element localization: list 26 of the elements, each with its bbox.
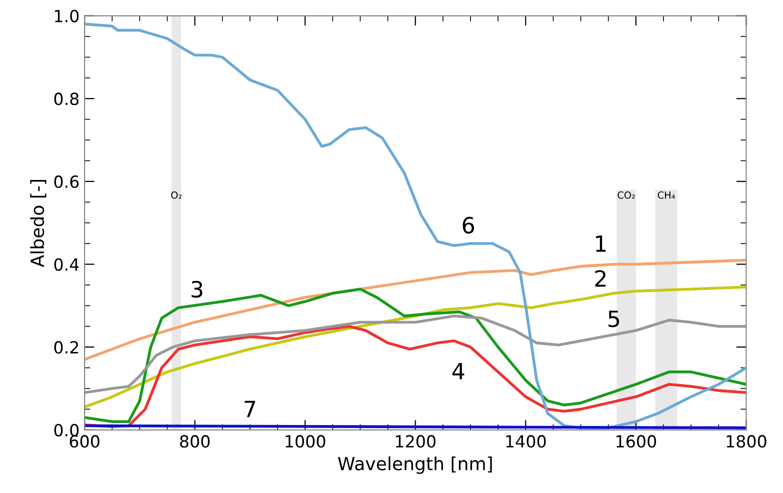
x-axis-title: Wavelength [nm] <box>338 456 492 474</box>
x-tick-label: 1800 <box>726 435 766 448</box>
x-tick-label: 1600 <box>616 435 656 448</box>
line-series <box>84 258 746 361</box>
y-tick-label: 0.4 <box>54 258 79 271</box>
band-label: CH₄ <box>658 191 675 199</box>
y-tick-label: 0.6 <box>54 175 79 188</box>
series-label: 7 <box>244 400 256 418</box>
series-label: 5 <box>608 310 619 328</box>
band-label: O₂ <box>171 191 182 199</box>
x-tick-label: 1200 <box>396 435 436 448</box>
y-tick-label: 0.0 <box>54 424 79 436</box>
x-tick-label: 600 <box>70 435 100 448</box>
series-label: 6 <box>462 216 474 234</box>
y-tick-label: 0.8 <box>54 92 79 106</box>
series-label: 2 <box>595 270 606 287</box>
y-tick-label: 1.0 <box>55 10 79 22</box>
y-axis-title: Albedo [-] <box>30 180 46 268</box>
series-label: 3 <box>192 280 202 298</box>
x-tick-label: 1000 <box>286 435 326 448</box>
x-tick-label: 800 <box>180 435 210 448</box>
series-label: 4 <box>452 363 464 380</box>
series-label: 1 <box>596 236 606 252</box>
band-label: CO₂ <box>618 191 635 199</box>
x-tick-label: 1400 <box>506 435 546 448</box>
y-tick-label: 0.2 <box>54 341 78 354</box>
